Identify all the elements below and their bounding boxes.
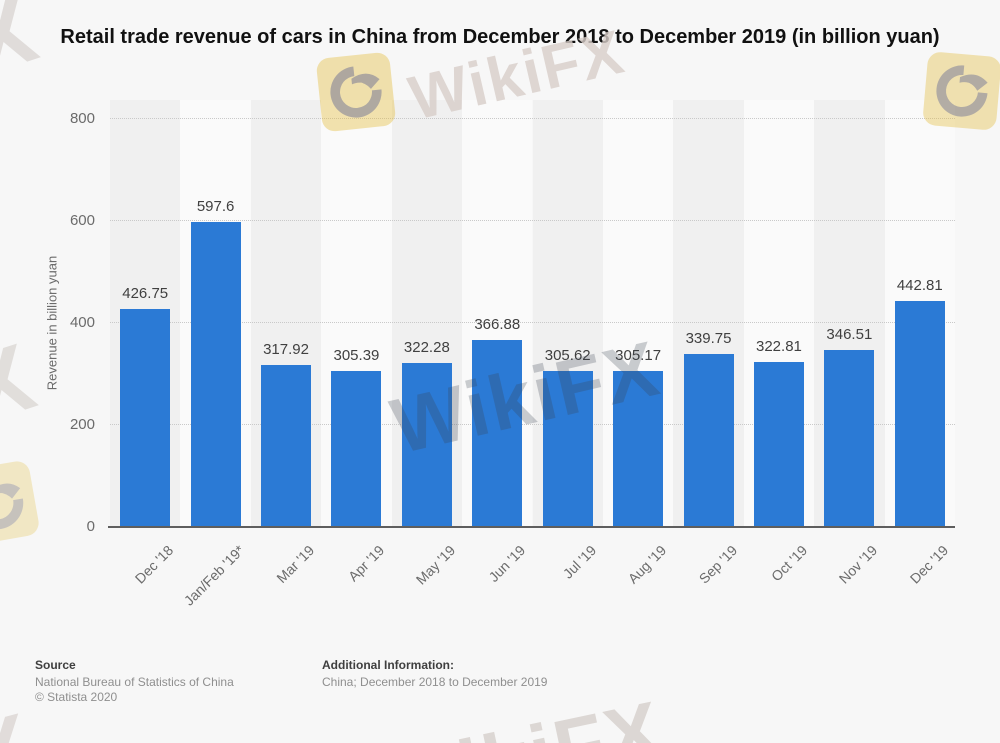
- x-axis-tick-label: Dec '19: [906, 542, 952, 587]
- wikifx-watermark-fragment-top-left: X: [0, 0, 50, 97]
- y-axis-tick-label: 800: [69, 110, 95, 127]
- bar-Oct '19: [753, 362, 804, 527]
- bar-value-label: 597.6: [196, 198, 235, 216]
- y-gridline: [110, 220, 955, 221]
- x-axis-tick-label: Jul '19: [559, 542, 600, 582]
- wikifx-logo-icon: [0, 456, 44, 551]
- bar-Aug '19: [613, 371, 664, 527]
- bar-value-label: 346.51: [826, 326, 873, 344]
- x-axis-tick-label: Nov '19: [836, 542, 881, 587]
- y-axis-tick-label: 200: [69, 416, 95, 433]
- y-axis-tick-label: 400: [69, 314, 95, 331]
- y-gridline: [110, 424, 955, 425]
- x-axis-tick-label: Sep '19: [695, 542, 740, 587]
- bar-value-label: 426.75: [122, 285, 169, 303]
- bar-value-label: 305.39: [333, 347, 380, 365]
- bar-Dec '18: [120, 309, 171, 527]
- copyright-line: © Statista 2020: [35, 690, 118, 704]
- bar-Sep '19: [683, 353, 734, 527]
- y-axis-tick-label: 0: [86, 518, 95, 535]
- bar-Jun '19: [472, 339, 523, 527]
- bar-May '19: [401, 362, 452, 527]
- wikifx-watermark-text-bottom: WikiFX: [373, 683, 671, 743]
- source-name: National Bureau of Statistics of China: [35, 675, 234, 689]
- x-axis-tick-label: Jun '19: [485, 542, 529, 585]
- y-axis-tick-label: 600: [69, 212, 95, 229]
- x-axis-line: [108, 526, 955, 528]
- bar-value-label: 339.75: [685, 329, 732, 347]
- x-axis-tick-label: Dec '18: [131, 542, 177, 587]
- bar-Apr '19: [331, 371, 382, 527]
- bar-value-label: 366.88: [474, 315, 521, 333]
- x-axis-tick-label: May '19: [412, 542, 459, 588]
- additional-info-heading: Additional Information:: [322, 658, 454, 672]
- x-axis-tick-label: Apr '19: [345, 542, 388, 585]
- bar-Jul '19: [542, 371, 593, 527]
- bar-value-label: 322.28: [403, 338, 450, 356]
- bar-Mar '19: [261, 364, 312, 527]
- page-title: Retail trade revenue of cars in China fr…: [60, 26, 940, 48]
- bar-value-label: 317.92: [263, 340, 309, 358]
- y-gridline: [110, 322, 955, 323]
- bar-value-label: 322.81: [756, 338, 802, 356]
- bar-Nov '19: [824, 350, 875, 527]
- additional-info-text: China; December 2018 to December 2019: [322, 675, 548, 689]
- y-gridline: [110, 118, 955, 119]
- bar-value-label: 305.62: [544, 347, 591, 365]
- bar-value-label: 442.81: [896, 277, 943, 295]
- bar-value-label: 305.17: [615, 347, 662, 365]
- x-axis-tick-label: Oct '19: [767, 542, 811, 585]
- bar-Dec '19: [894, 301, 945, 527]
- x-axis-tick-label: Jan/Feb '19*: [180, 542, 247, 609]
- x-axis-tick-label: Mar '19: [273, 542, 318, 587]
- source-heading: Source: [35, 658, 76, 672]
- bar-Jan/Feb '19*: [190, 222, 241, 527]
- x-axis-tick-label: Aug '19: [624, 542, 670, 587]
